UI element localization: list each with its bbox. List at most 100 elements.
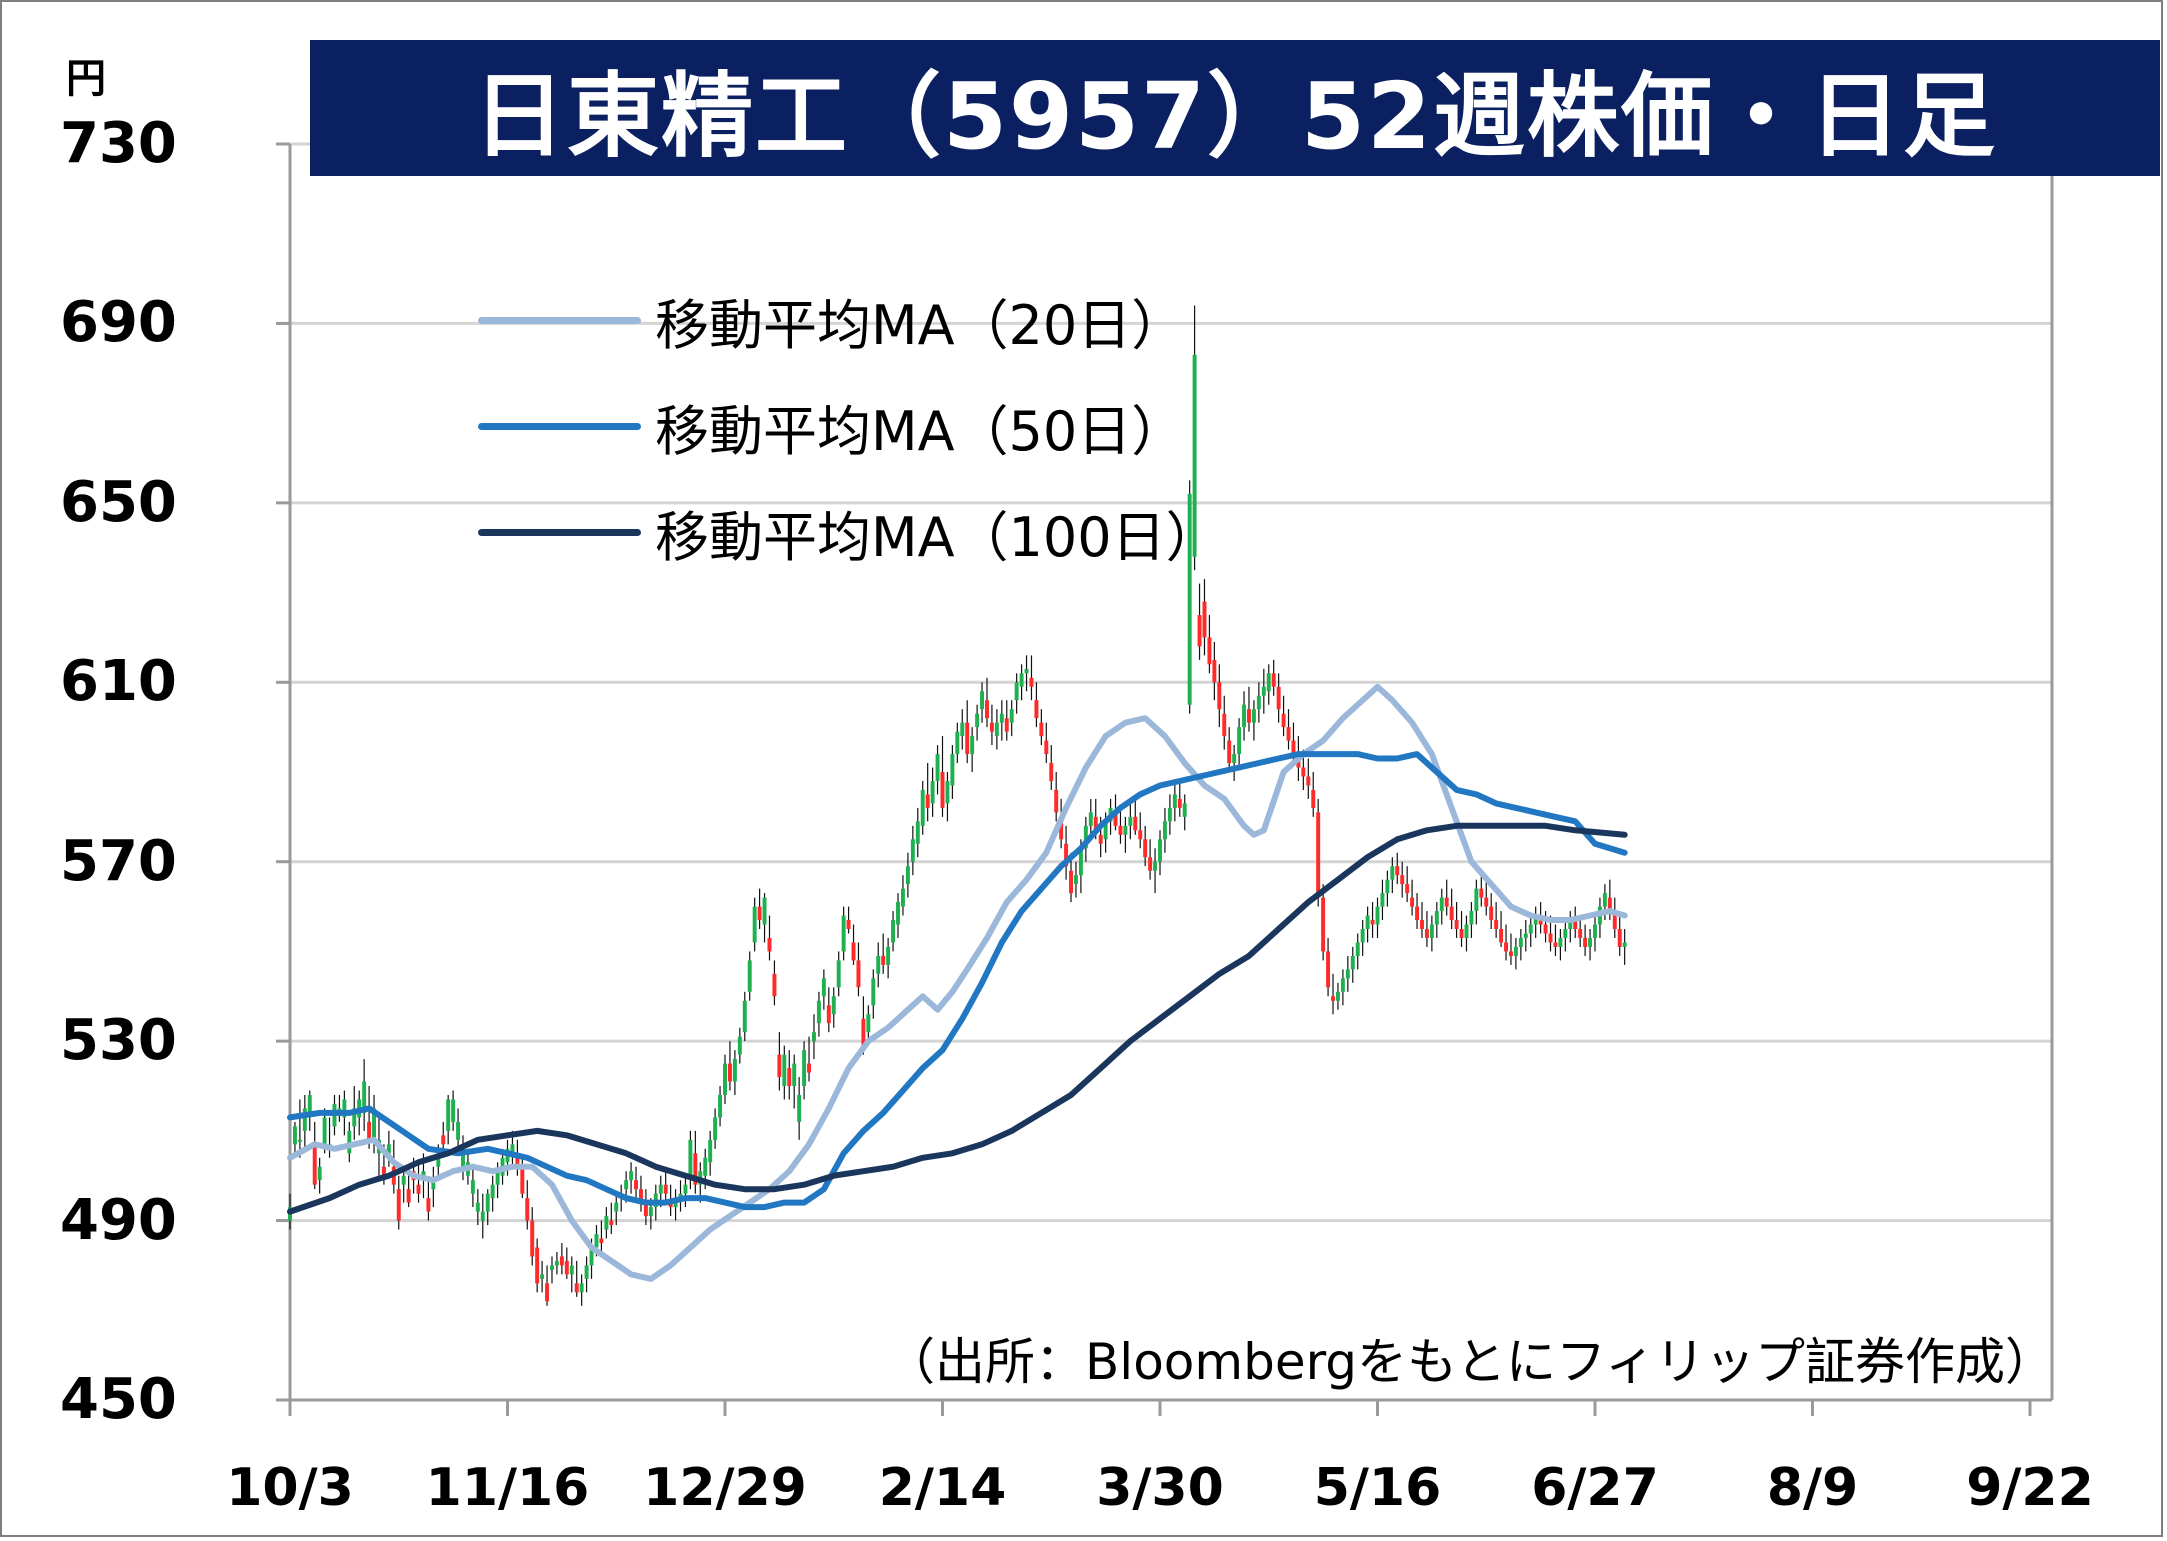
candle-52 bbox=[545, 1265, 550, 1306]
candle-92 bbox=[742, 991, 747, 1042]
legend-swatch-ma100 bbox=[478, 528, 641, 536]
candle-32 bbox=[446, 1094, 451, 1145]
candle-202 bbox=[1286, 709, 1291, 750]
candle-body-183 bbox=[1192, 354, 1197, 557]
candle-body-153 bbox=[1044, 740, 1049, 755]
candle-157 bbox=[1064, 825, 1069, 880]
candle-40 bbox=[485, 1189, 490, 1226]
candle-body-203 bbox=[1291, 740, 1296, 755]
candle-body-257 bbox=[1558, 937, 1563, 947]
candle-body-22 bbox=[396, 1189, 401, 1221]
candle-body-192 bbox=[1237, 727, 1242, 755]
candle-38 bbox=[475, 1189, 480, 1226]
candle-body-3 bbox=[302, 1108, 307, 1131]
candle-191 bbox=[1232, 745, 1237, 781]
candle-body-129 bbox=[925, 794, 930, 808]
candle-body-50 bbox=[535, 1247, 540, 1284]
candle-body-213 bbox=[1340, 978, 1345, 992]
candle-247 bbox=[1508, 933, 1513, 965]
candle-97 bbox=[767, 915, 772, 961]
candle-209 bbox=[1321, 884, 1326, 961]
candle-body-57 bbox=[569, 1265, 574, 1275]
moving-average-lines bbox=[287, 683, 1628, 1282]
candle-101 bbox=[787, 1050, 792, 1100]
candle-body-132 bbox=[940, 772, 945, 808]
y-tick-label-610: 610 bbox=[60, 649, 177, 715]
candle-129 bbox=[925, 763, 930, 822]
candle-body-117 bbox=[866, 1014, 871, 1033]
candle-242 bbox=[1484, 879, 1489, 916]
candle-body-207 bbox=[1311, 789, 1316, 808]
candle-body-61 bbox=[589, 1247, 594, 1266]
legend-label-ma50: 移動平均MA（50日） bbox=[655, 399, 1186, 463]
candle-body-176 bbox=[1158, 839, 1162, 862]
candle-153 bbox=[1044, 722, 1049, 764]
candle-214 bbox=[1345, 955, 1350, 992]
candle-221 bbox=[1380, 879, 1385, 921]
candle-body-249 bbox=[1518, 937, 1523, 947]
candle-body-85 bbox=[708, 1139, 713, 1163]
chart-title-banner: 日東精工（5957）52週株価・日足 bbox=[310, 40, 2160, 176]
y-tick-label-490: 490 bbox=[60, 1187, 177, 1253]
candle-body-241 bbox=[1479, 888, 1484, 898]
candle-body-64 bbox=[604, 1216, 609, 1230]
candle-body-69 bbox=[629, 1171, 634, 1181]
candle-63 bbox=[599, 1220, 604, 1252]
candle-body-29 bbox=[431, 1180, 436, 1190]
y-tick-label-530: 530 bbox=[60, 1008, 177, 1074]
candle-body-143 bbox=[994, 722, 999, 737]
x-tick-label-1: 11/16 bbox=[425, 1458, 590, 1518]
candle-body-28 bbox=[426, 1198, 431, 1212]
candle-body-106 bbox=[812, 1032, 816, 1042]
candle-body-128 bbox=[920, 789, 925, 826]
candle-269 bbox=[1617, 915, 1622, 956]
candle-body-159 bbox=[1073, 875, 1078, 885]
candle-body-73 bbox=[648, 1207, 653, 1217]
candle-262 bbox=[1583, 924, 1588, 956]
candle-body-72 bbox=[643, 1202, 648, 1217]
candlesticks bbox=[288, 305, 1627, 1306]
candle-106 bbox=[812, 1014, 816, 1060]
candle-71 bbox=[638, 1175, 643, 1212]
candle-66 bbox=[614, 1193, 619, 1226]
legend-item-ma100: 移動平均MA（100日） bbox=[478, 492, 1220, 572]
candle-body-62 bbox=[594, 1234, 599, 1248]
candle-259 bbox=[1568, 911, 1573, 943]
candle-body-115 bbox=[856, 960, 861, 988]
candle-body-269 bbox=[1617, 929, 1622, 947]
candle-body-121 bbox=[886, 946, 891, 965]
candle-body-239 bbox=[1469, 911, 1474, 925]
candle-237 bbox=[1459, 911, 1464, 947]
candle-257 bbox=[1558, 929, 1563, 961]
candle-body-206 bbox=[1306, 776, 1311, 786]
candle-body-240 bbox=[1474, 888, 1479, 912]
candle-body-208 bbox=[1316, 812, 1321, 898]
candle-body-1 bbox=[292, 1126, 297, 1145]
candle-126 bbox=[910, 825, 915, 876]
candle-body-53 bbox=[550, 1265, 554, 1270]
candle-body-71 bbox=[638, 1189, 643, 1203]
candle-23 bbox=[401, 1166, 406, 1203]
candle-122 bbox=[891, 911, 896, 952]
candle-body-126 bbox=[910, 839, 915, 862]
candle-body-267 bbox=[1607, 897, 1612, 912]
candle-64 bbox=[604, 1207, 609, 1239]
candle-112 bbox=[841, 906, 846, 961]
candle-body-254 bbox=[1543, 924, 1548, 934]
candle-234 bbox=[1444, 879, 1449, 916]
candle-body-82 bbox=[693, 1153, 698, 1185]
candle-body-195 bbox=[1251, 709, 1256, 723]
candle-body-49 bbox=[530, 1220, 535, 1257]
candle-body-87 bbox=[718, 1094, 723, 1118]
candle-155 bbox=[1054, 772, 1059, 822]
candle-body-219 bbox=[1370, 920, 1375, 925]
candle-239 bbox=[1469, 902, 1474, 938]
candle-268 bbox=[1612, 897, 1617, 938]
candle-78 bbox=[673, 1189, 678, 1221]
candle-251 bbox=[1528, 915, 1533, 947]
candle-body-189 bbox=[1222, 713, 1227, 737]
candle-201 bbox=[1281, 695, 1286, 737]
candle-body-116 bbox=[861, 1018, 866, 1046]
candle-body-152 bbox=[1039, 722, 1044, 737]
candle-119 bbox=[876, 942, 881, 988]
